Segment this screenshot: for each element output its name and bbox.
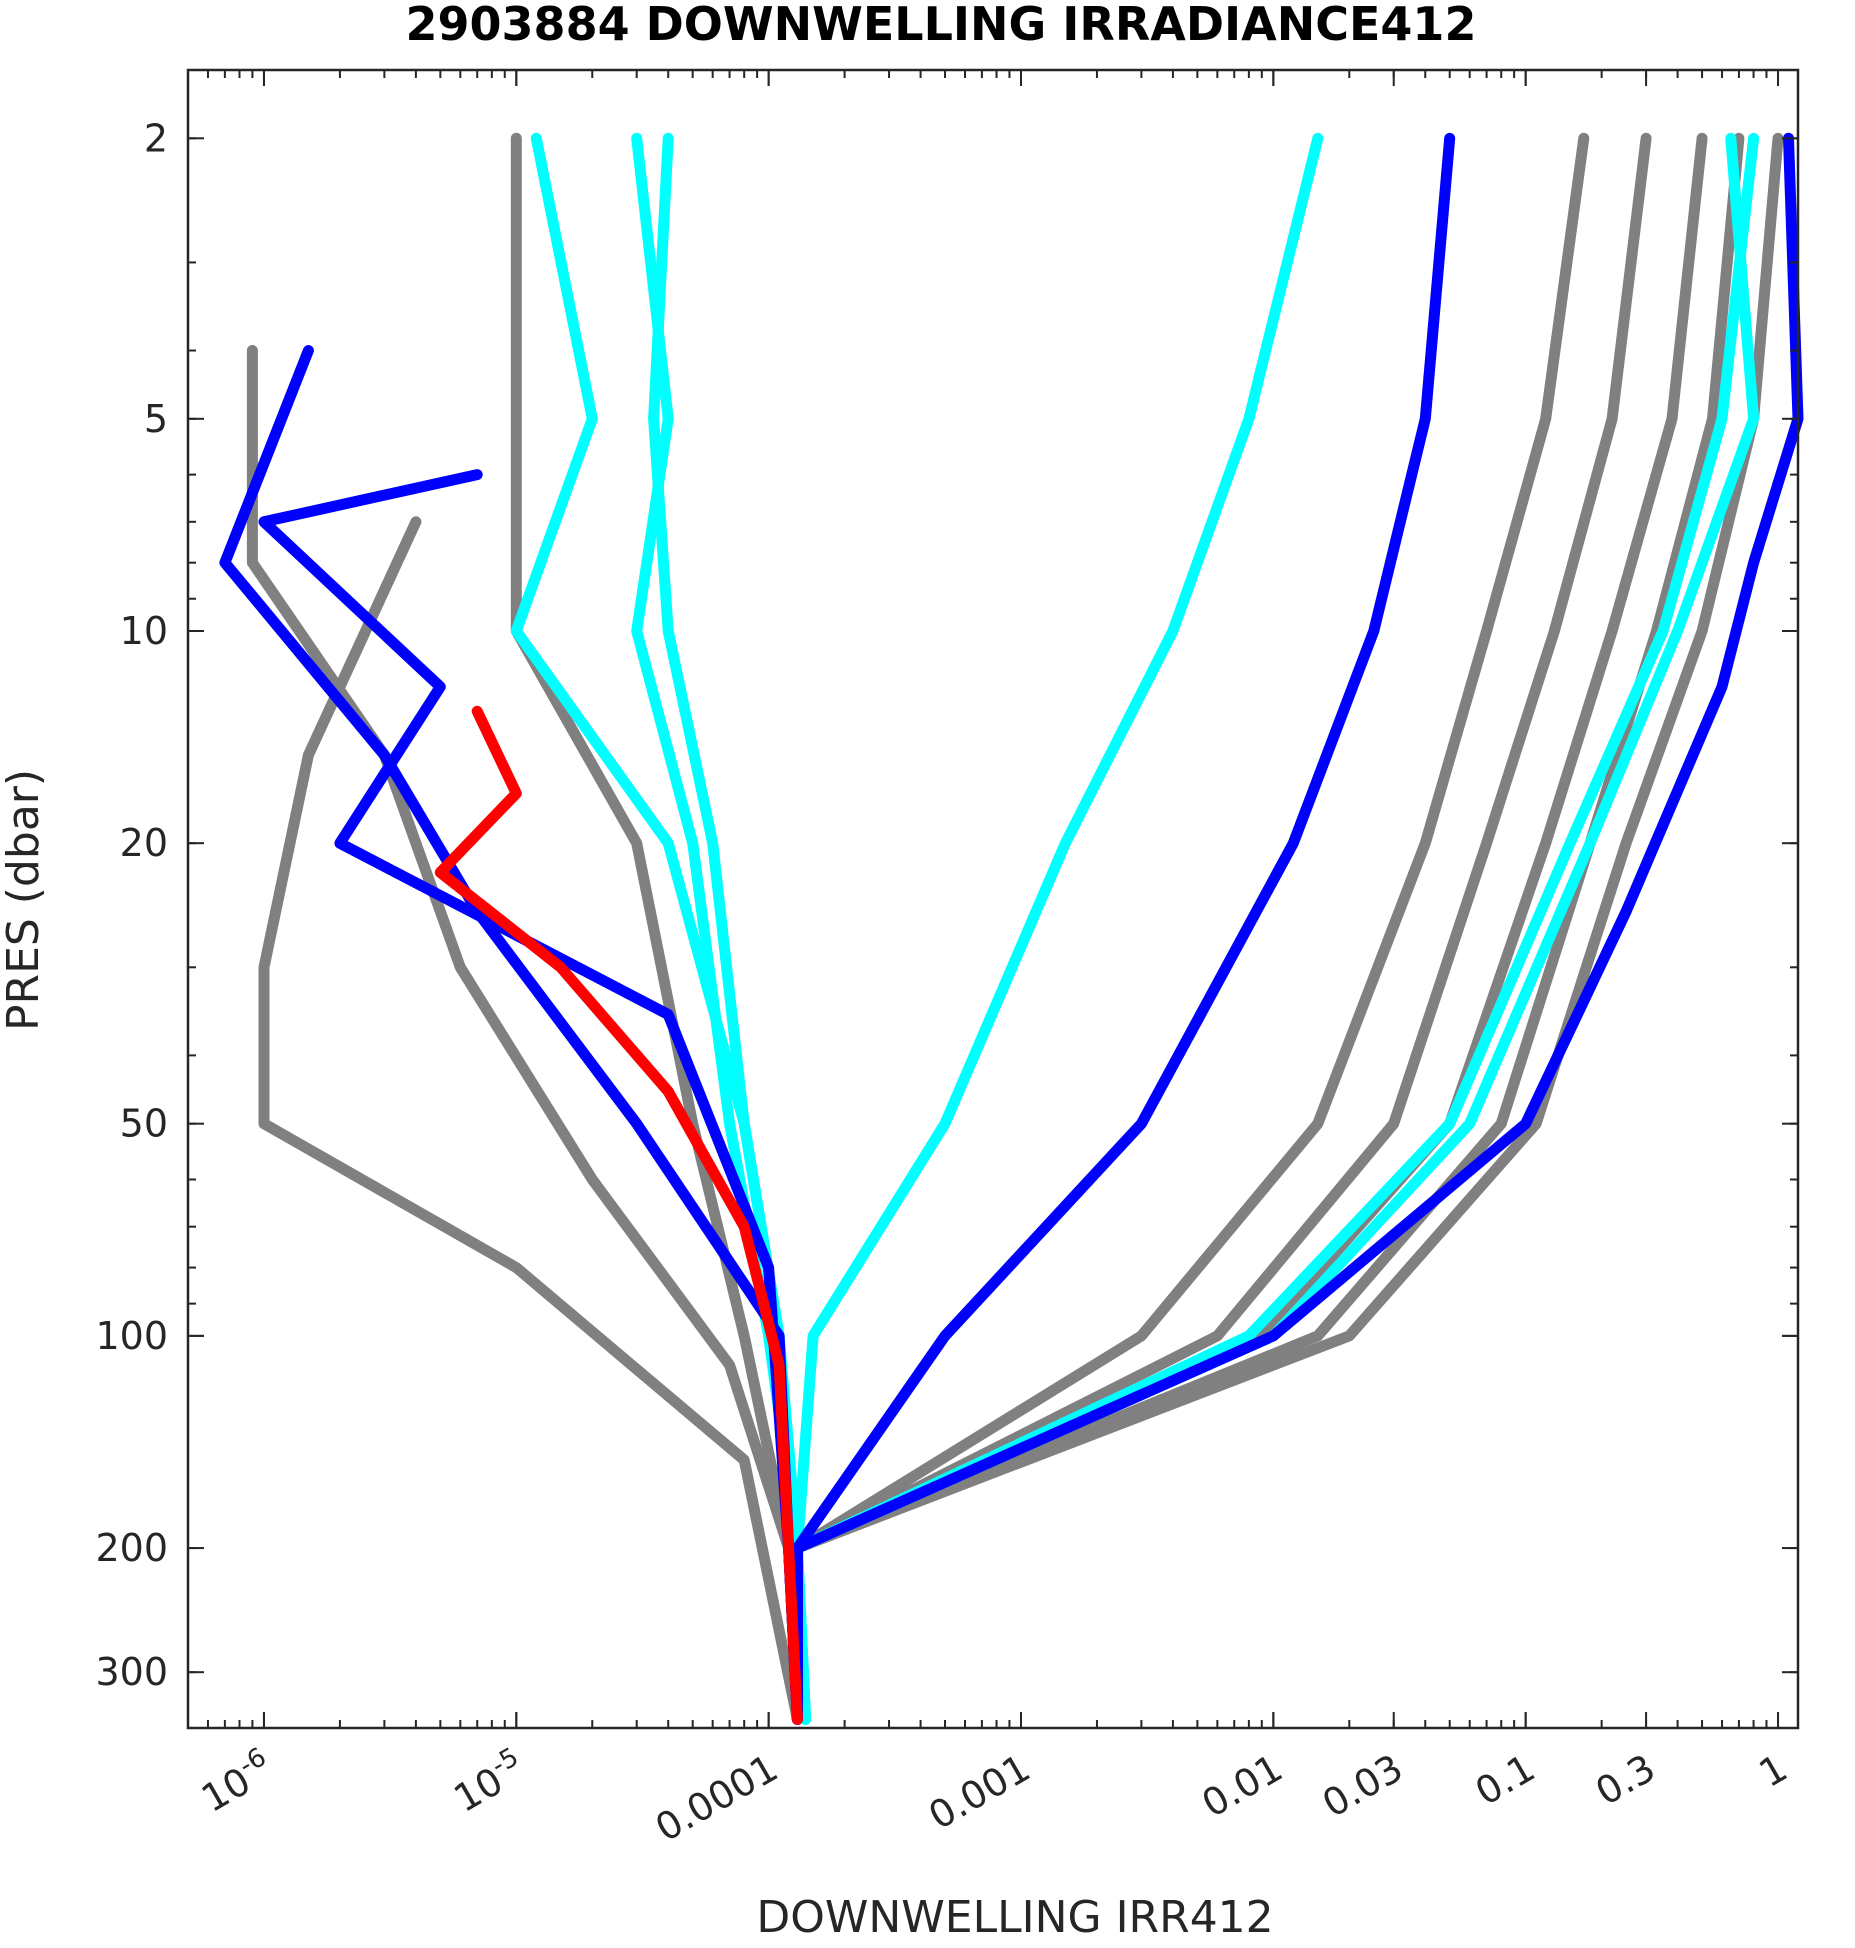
series-line-18 — [434, 705, 803, 1725]
x-tick-label: 0.03 — [1315, 1746, 1410, 1826]
chart-title: 2903884 DOWNWELLING IRRADIANCE412 — [406, 0, 1477, 51]
y-tick-label: 300 — [95, 1650, 168, 1694]
y-tick-label: 2 — [144, 116, 168, 160]
y-tick-label: 10 — [120, 609, 168, 653]
series-line-2 — [258, 516, 803, 1725]
series-line-1 — [246, 345, 803, 1725]
y-tick-label: 20 — [120, 821, 168, 865]
x-tick-label: 0.3 — [1588, 1746, 1662, 1814]
x-tick-label: 0.001 — [921, 1746, 1037, 1839]
series-line-17 — [791, 132, 1804, 1725]
plot-lines — [219, 132, 1804, 1725]
y-axis-label: PRES (dbar) — [0, 769, 49, 1031]
series-line-3 — [791, 132, 1590, 1725]
tick-labels: 2 5 10 20 50 100 200 300 10-6 10-5 0.0001 0.001 0.01… — [95, 116, 1794, 1850]
x-tick-label: 0.0001 — [648, 1746, 785, 1851]
x-tick-label: 10-5 — [444, 1742, 532, 1821]
axis-ticks — [187, 70, 1798, 1728]
x-tick-label: 0.1 — [1468, 1746, 1542, 1814]
x-tick-label: 10-6 — [192, 1742, 280, 1821]
x-axis-label: DOWNWELLING IRR412 — [756, 1892, 1273, 1943]
series-line-16 — [791, 132, 1456, 1725]
plot-frame — [186, 68, 1800, 1730]
series-line-10 — [648, 132, 811, 1725]
y-tick-label: 5 — [144, 397, 168, 441]
y-tick-label: 50 — [120, 1102, 168, 1146]
y-tick-label: 200 — [95, 1526, 168, 1570]
series-line-11 — [791, 132, 1324, 1725]
y-tick-label: 100 — [95, 1314, 168, 1358]
x-tick-label: 0.01 — [1195, 1746, 1290, 1826]
x-tick-label: 1 — [1752, 1746, 1795, 1796]
